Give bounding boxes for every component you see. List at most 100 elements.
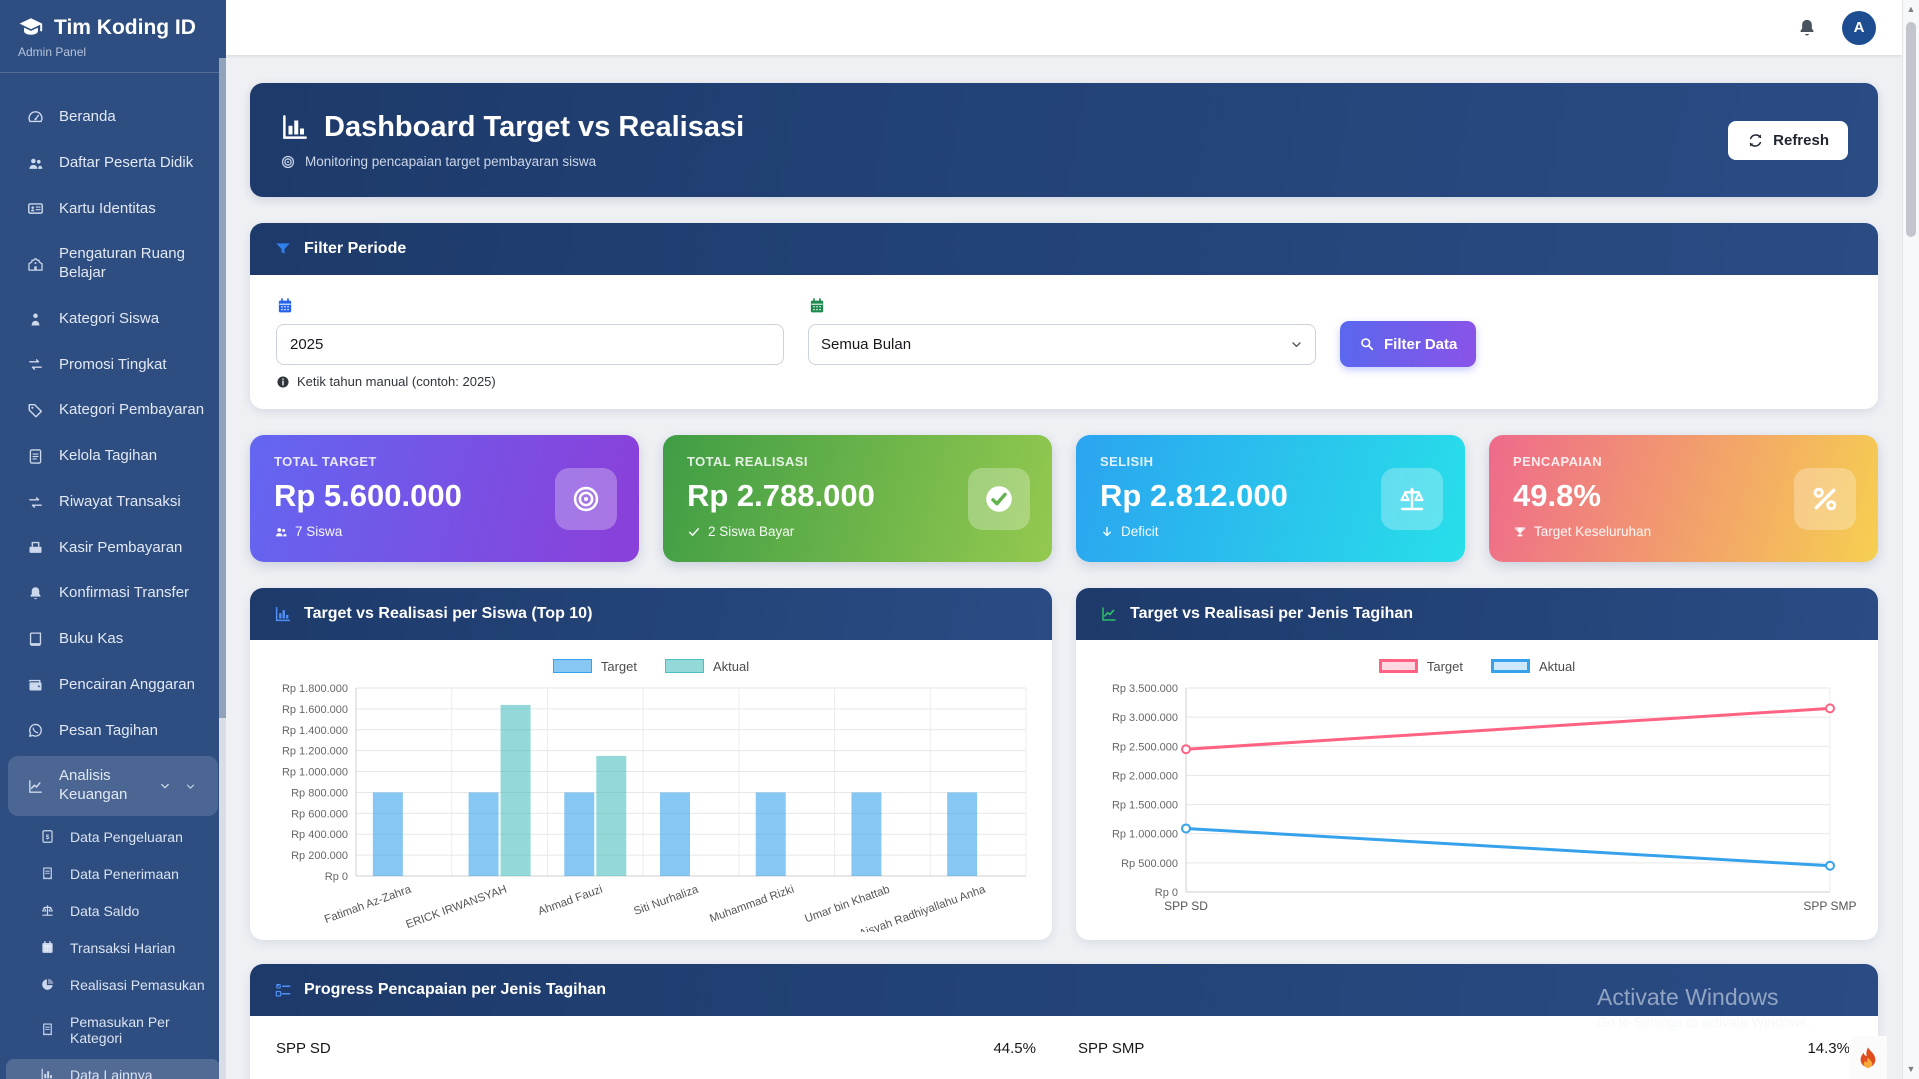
- year-input[interactable]: [276, 324, 784, 365]
- svg-text:Rp 1.400.000: Rp 1.400.000: [282, 725, 348, 737]
- svg-text:Rp 1.000.000: Rp 1.000.000: [1112, 829, 1178, 841]
- legend-swatch-target: [1378, 659, 1418, 673]
- scrollbar-thumb[interactable]: [1906, 22, 1916, 237]
- page-title: Dashboard Target vs Realisasi: [324, 110, 745, 143]
- sidebar-subitem-data-saldo[interactable]: Data Saldo: [0, 895, 226, 927]
- sidebar-item-label: Kategori Pembayaran: [59, 401, 205, 419]
- line-chart-svg: Rp 0 Rp 500.000 Rp 1.000.000 Rp 1.500.000 Rp…: [1112, 683, 1857, 913]
- sidebar-item-pesan-tagihan[interactable]: Pesan Tagihan: [0, 711, 226, 752]
- legend-swatch-aktual: [665, 659, 704, 673]
- stat-value: 49.8%: [1513, 478, 1601, 513]
- sidebar-item-kartu-identitas[interactable]: Kartu Identitas: [0, 189, 226, 230]
- legend-swatch-aktual: [1491, 659, 1530, 673]
- svg-text:Rp 1.200.000: Rp 1.200.000: [282, 746, 348, 758]
- sidebar-scrollbar[interactable]: [219, 58, 226, 1079]
- sidebar-subitem-pemasukan-per-kategori[interactable]: Pemasukan Per Kategori: [0, 1006, 226, 1054]
- svg-text:SPP SD: SPP SD: [1164, 899, 1208, 913]
- sidebar-item-pengaturan-ruang-belajar[interactable]: Pengaturan Ruang Belajar: [0, 234, 226, 294]
- window-scrollbar[interactable]: ▲ ▼: [1902, 0, 1919, 1079]
- stat-iconbox: [1381, 467, 1443, 530]
- sidebar-subitem-label: Data Lainnya: [70, 1066, 153, 1079]
- scrollbar-down-arrow[interactable]: ▼: [1906, 1064, 1916, 1074]
- exchange-icon: [26, 356, 45, 373]
- sidebar-item-label: Buku Kas: [59, 630, 124, 647]
- bar-chart-icon: [274, 605, 292, 623]
- svg-text:Rp 1.600.000: Rp 1.600.000: [282, 704, 348, 716]
- scale-icon: [38, 903, 57, 918]
- sidebar-item-label: Promosi Tingkat: [59, 355, 167, 373]
- line-chart-legend: Target Aktual: [1090, 652, 1864, 680]
- sidebar-item-kategori-pembayaran[interactable]: Kategori Pembayaran: [0, 390, 226, 431]
- sidebar-item-pencairan-anggaran[interactable]: Pencairan Anggaran: [0, 665, 226, 706]
- stats-row: TOTAL TARGET Rp 5.600.000 7 Siswa TOTAL REA…: [250, 435, 1878, 562]
- sidebar-subitem-data-penerimaan[interactable]: Data Penerimaan: [0, 858, 226, 890]
- sidebar-item-buku-kas[interactable]: Buku Kas: [0, 619, 226, 660]
- legend-item-aktual[interactable]: Aktual: [665, 659, 749, 674]
- brand-name: Tim Koding ID: [54, 16, 196, 39]
- trophy-icon: [1513, 525, 1527, 539]
- sidebar-item-label: Pesan Tagihan: [59, 721, 158, 739]
- sidebar-item-promosi-tingkat[interactable]: Promosi Tingkat: [0, 345, 226, 386]
- stat-value: Rp 2.812.000: [1100, 478, 1288, 513]
- receipt-icon: [38, 866, 57, 881]
- users-icon: [26, 155, 45, 172]
- month-select[interactable]: Semua Bulan: [808, 324, 1316, 365]
- codeigniter-flame-icon[interactable]: [1849, 1036, 1887, 1079]
- sidebar-subitem-data-lainnya[interactable]: Data Lainnya: [6, 1058, 220, 1079]
- gauge-icon: [26, 109, 45, 126]
- filter-title: Filter Periode: [304, 240, 407, 257]
- stat-value: Rp 2.788.000: [687, 478, 875, 513]
- sidebar-item-kasir-pembayaran[interactable]: Kasir Pembayaran: [0, 528, 226, 569]
- filter-card: Filter Periode Ketik tahun manual (conto…: [250, 223, 1878, 409]
- scale-icon: [1396, 483, 1428, 515]
- avatar[interactable]: A: [1842, 10, 1876, 45]
- chevron-down-icon[interactable]: [185, 781, 196, 792]
- svg-text:Ahmad Fauzi: Ahmad Fauzi: [537, 884, 605, 918]
- sidebar-subitem-data-pengeluaran[interactable]: $ Data Pengeluaran: [0, 821, 226, 853]
- list-check-icon: [274, 981, 292, 999]
- svg-text:Muhammad Rizki: Muhammad Rizki: [708, 884, 796, 926]
- legend-item-aktual[interactable]: Aktual: [1491, 659, 1575, 674]
- line-chart-card-header: Target vs Realisasi per Jenis Tagihan: [1076, 588, 1878, 640]
- stat-card-pencapaian: PENCAPAIAN 49.8% Target Keseluruhan: [1489, 435, 1878, 562]
- page-header-card: Dashboard Target vs Realisasi Monitoring…: [250, 83, 1878, 197]
- filter-data-button[interactable]: Filter Data: [1340, 321, 1477, 367]
- refresh-button[interactable]: Refresh: [1728, 120, 1848, 160]
- sidebar-item-label: Beranda: [59, 108, 116, 125]
- progress-item-spp-smp: SPP SMP 14.3%: [1064, 1040, 1852, 1057]
- register-icon: [26, 539, 45, 556]
- pie-icon: [38, 977, 57, 992]
- sidebar-item-kategori-siswa[interactable]: Kategori Siswa: [0, 299, 226, 340]
- scrollbar-up-arrow[interactable]: ▲: [1906, 4, 1916, 14]
- sidebar-item-beranda[interactable]: Beranda: [0, 97, 226, 138]
- svg-text:Rp 400.000: Rp 400.000: [291, 829, 348, 841]
- topbar: A: [226, 0, 1902, 55]
- legend-item-target[interactable]: Target: [1378, 658, 1463, 674]
- sidebar-scrollbar-thumb[interactable]: [219, 58, 226, 718]
- sidebar-subitem-label: Data Penerimaan: [70, 865, 179, 882]
- bar-chart-svg: Rp 0 Rp 200.000 Rp 400.000 Rp 600.000 Rp 800…: [282, 683, 1027, 932]
- sidebar-item-kelola-tagihan[interactable]: Kelola Tagihan: [0, 436, 226, 477]
- sidebar-item-label: Kasir Pembayaran: [59, 538, 183, 556]
- arrow-down-icon: [1100, 525, 1114, 539]
- sidebar-item-analisis-keuangan[interactable]: Analisis Keuangan: [8, 756, 218, 816]
- calendar-blue-icon: [276, 297, 784, 315]
- legend-label: Target: [600, 658, 637, 674]
- sidebar-subitem-label: Realisasi Pemasukan: [70, 976, 205, 993]
- calendar-green-icon: [808, 297, 1316, 315]
- notifications-bell-icon[interactable]: [1796, 17, 1818, 39]
- sidebar-item-riwayat-transaksi[interactable]: Riwayat Transaksi: [0, 482, 226, 523]
- sidebar-subitem-realisasi-pemasukan[interactable]: Realisasi Pemasukan: [0, 969, 226, 1001]
- sidebar-subitem-label: Data Pengeluaran: [70, 828, 183, 845]
- legend-label: Target: [1426, 658, 1463, 674]
- person-icon: [26, 311, 45, 328]
- stat-subtext: Deficit: [1121, 524, 1159, 539]
- brand-subtitle: Admin Panel: [18, 45, 87, 59]
- sidebar-subitem-transaksi-harian[interactable]: Transaksi Harian: [0, 932, 226, 964]
- legend-item-target[interactable]: Target: [552, 658, 637, 674]
- info-circle-icon: [276, 375, 290, 389]
- sidebar-item-daftar-peserta-didik[interactable]: Daftar Peserta Didik: [0, 143, 226, 184]
- sidebar-item-konfirmasi-transfer[interactable]: Konfirmasi Transfer: [0, 573, 226, 614]
- stat-value: Rp 5.600.000: [274, 478, 462, 513]
- calendar-icon: [38, 940, 57, 955]
